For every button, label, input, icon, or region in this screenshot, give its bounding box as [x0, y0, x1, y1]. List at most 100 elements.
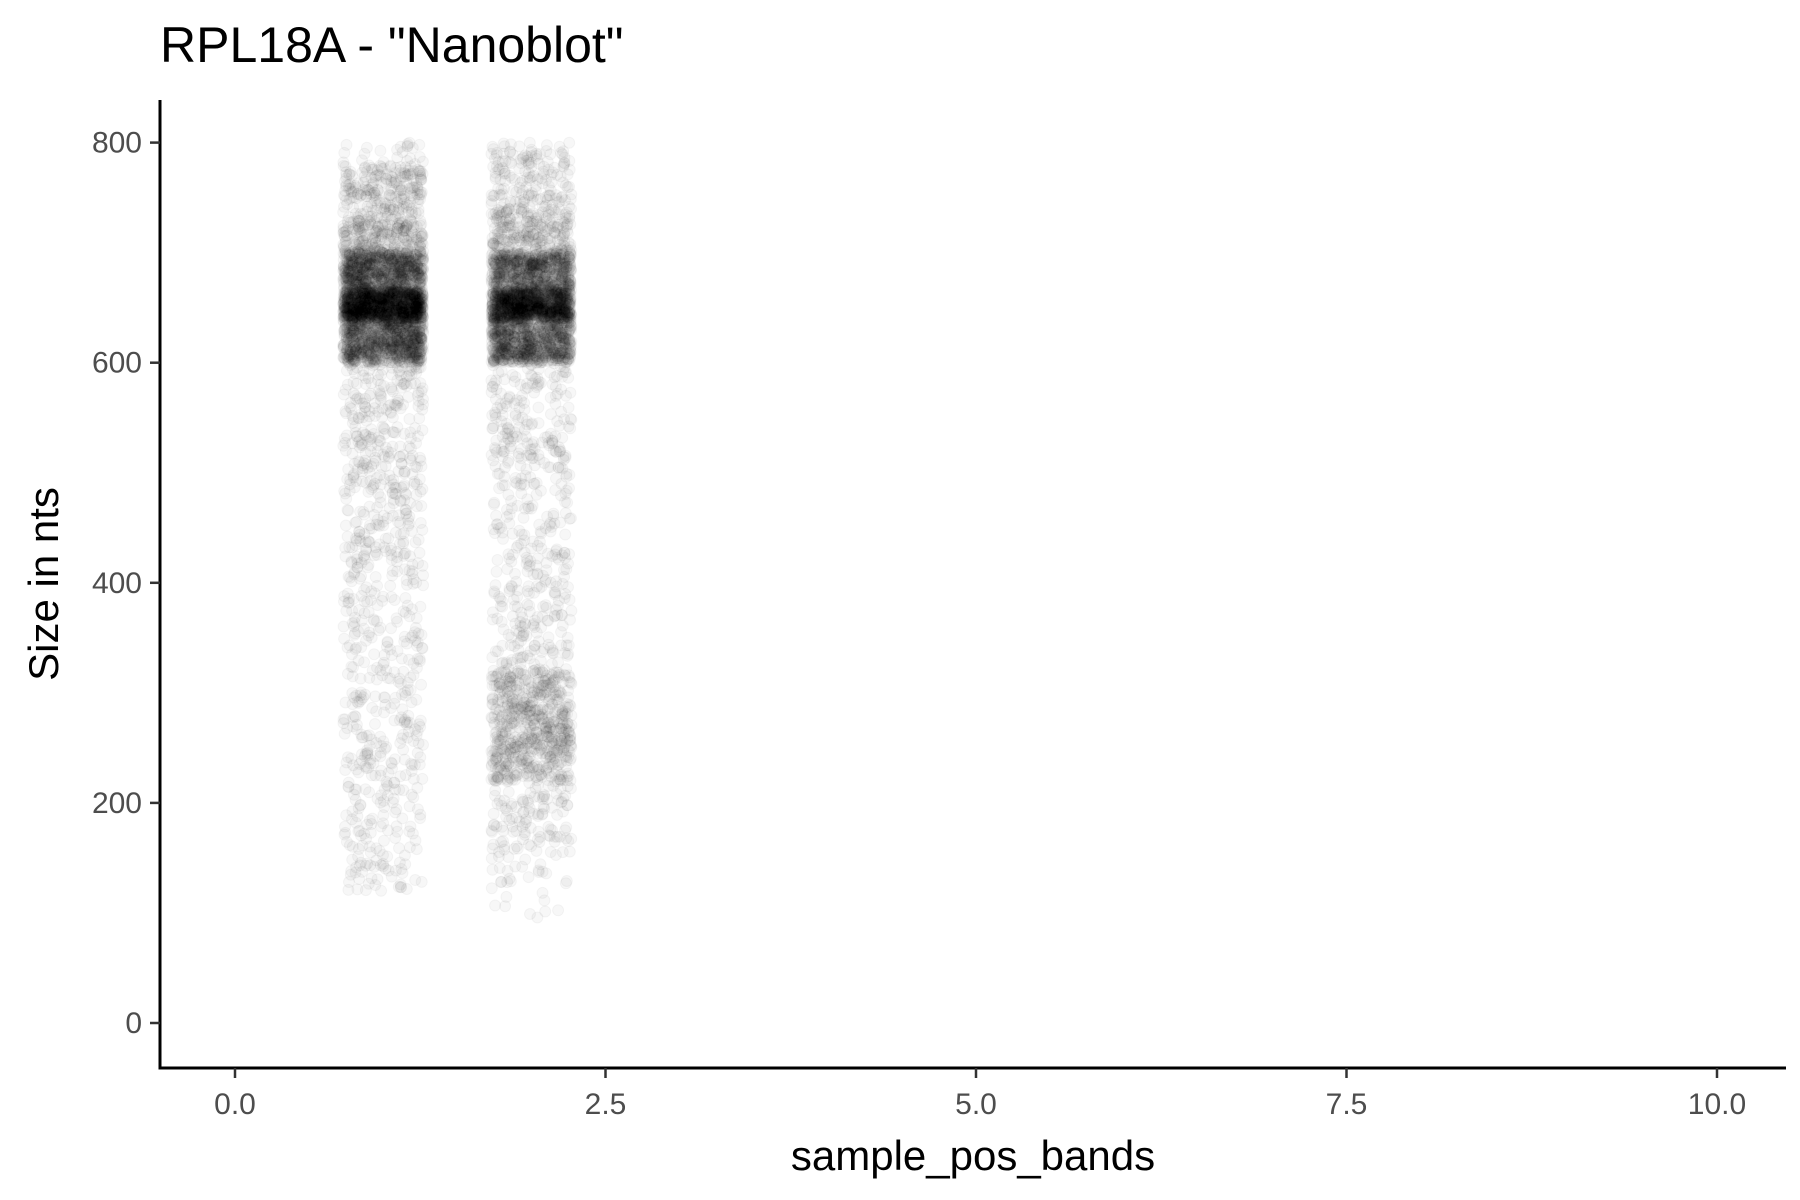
data-point — [353, 456, 364, 467]
data-point — [356, 323, 367, 334]
data-point — [400, 687, 411, 698]
data-point — [346, 403, 357, 414]
data-point — [408, 773, 419, 784]
data-point — [349, 482, 360, 493]
data-point — [393, 208, 404, 219]
data-point — [338, 621, 349, 632]
data-point — [377, 352, 388, 363]
data-point — [361, 582, 372, 593]
data-point — [362, 748, 373, 759]
data-point — [340, 821, 351, 832]
data-point — [378, 381, 389, 392]
data-point — [414, 413, 425, 424]
data-point — [396, 653, 407, 664]
data-point — [344, 311, 355, 322]
data-point — [395, 326, 406, 337]
data-point — [370, 251, 381, 262]
data-point — [367, 238, 378, 249]
data-point — [371, 706, 382, 717]
data-point — [395, 173, 406, 184]
data-point — [373, 169, 384, 180]
data-point — [411, 501, 422, 512]
data-point — [368, 190, 379, 201]
data-point — [343, 752, 354, 763]
data-point — [351, 764, 362, 775]
data-point — [402, 579, 413, 590]
data-point — [343, 505, 354, 516]
data-point — [353, 697, 364, 708]
data-point — [373, 222, 384, 233]
data-point — [387, 566, 398, 577]
data-point — [366, 424, 377, 435]
data-point — [355, 800, 366, 811]
data-point — [380, 533, 391, 544]
data-point — [354, 860, 365, 871]
data-point — [399, 548, 410, 559]
data-point — [394, 220, 405, 231]
data-point — [560, 529, 571, 540]
data-point — [400, 593, 411, 604]
data-point — [410, 423, 421, 434]
data-point — [372, 502, 383, 513]
data-point — [347, 688, 358, 699]
data-point — [350, 784, 361, 795]
data-point — [396, 712, 407, 723]
data-point — [492, 555, 503, 566]
data-point — [380, 546, 391, 557]
data-point — [360, 162, 371, 173]
data-point — [355, 673, 366, 684]
data-point — [407, 828, 418, 839]
data-point — [360, 885, 371, 896]
data-point — [412, 726, 423, 737]
data-point — [368, 614, 379, 625]
data-point — [340, 697, 351, 708]
data-point — [369, 550, 380, 561]
data-point — [376, 273, 387, 284]
data-point — [385, 399, 396, 410]
data-point — [361, 635, 372, 646]
data-point — [388, 427, 399, 438]
data-point — [342, 344, 353, 355]
data-point — [358, 365, 369, 376]
data-point — [385, 580, 396, 591]
data-point — [396, 315, 407, 326]
data-point — [374, 284, 385, 295]
data-point — [351, 719, 362, 730]
data-point — [341, 139, 352, 150]
data-point — [408, 349, 419, 360]
data-point — [339, 486, 350, 497]
data-point — [349, 628, 360, 639]
data-point — [390, 807, 401, 818]
data-point — [341, 230, 352, 241]
data-point — [354, 223, 365, 234]
data-point — [340, 445, 351, 456]
data-point — [414, 759, 425, 770]
data-point — [405, 153, 416, 164]
data-point — [344, 248, 355, 259]
data-point — [375, 860, 386, 871]
data-point — [383, 247, 394, 258]
data-point — [400, 488, 411, 499]
data-point — [393, 186, 404, 197]
data-point — [380, 302, 391, 313]
data-point — [404, 137, 415, 148]
data-point — [356, 571, 367, 582]
data-point — [379, 743, 390, 754]
data-point — [382, 234, 393, 245]
data-point — [399, 850, 410, 861]
data-point — [340, 765, 351, 776]
data-point — [370, 719, 381, 730]
data-point — [418, 739, 429, 750]
data-point — [386, 757, 397, 768]
data-point — [360, 393, 371, 404]
data-point — [365, 446, 376, 457]
data-point — [344, 640, 355, 651]
chart-title: RPL18A - "Nanoblot" — [160, 17, 624, 73]
data-point — [363, 344, 374, 355]
data-point — [414, 656, 425, 667]
data-point — [408, 174, 419, 185]
data-point — [360, 784, 371, 795]
data-point — [402, 235, 413, 246]
data-point — [378, 818, 389, 829]
